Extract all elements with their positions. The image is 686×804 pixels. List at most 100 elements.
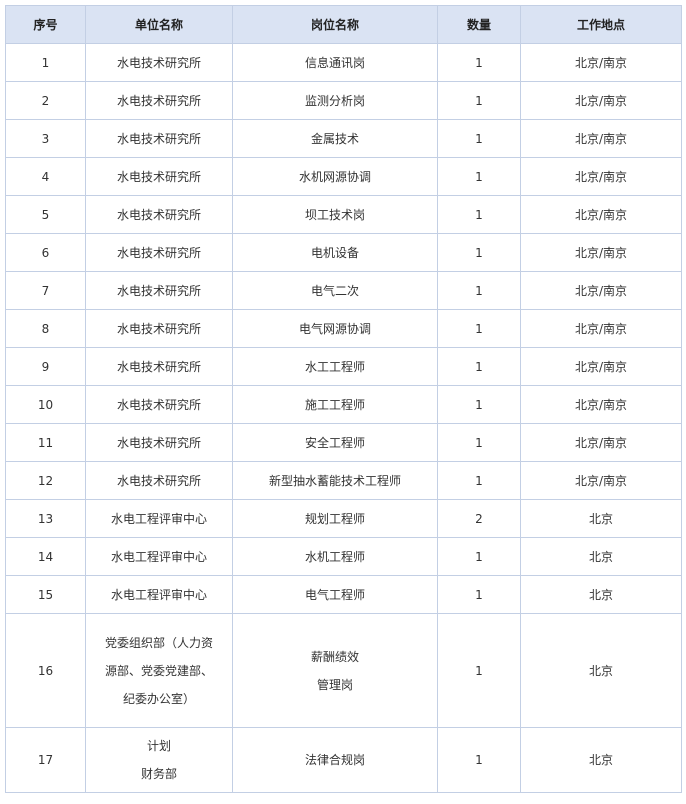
cell-work-location: 北京/南京 (520, 271, 682, 310)
cell-position-name: 金属技术 (232, 119, 438, 158)
cell-work-location: 北京/南京 (520, 195, 682, 234)
cell-index: 9 (5, 347, 86, 386)
cell-index: 12 (5, 461, 86, 500)
cell-position-name: 施工工程师 (232, 385, 438, 424)
cell-unit-name: 水电技术研究所 (85, 195, 233, 234)
cell-position-name: 电气二次 (232, 271, 438, 310)
cell-quantity: 1 (437, 119, 521, 158)
cell-index: 7 (5, 271, 86, 310)
cell-work-location: 北京/南京 (520, 233, 682, 272)
header-unit-name: 单位名称 (85, 5, 233, 44)
cell-index: 14 (5, 537, 86, 576)
cell-index: 3 (5, 119, 86, 158)
cell-quantity: 1 (437, 43, 521, 82)
cell-work-location: 北京/南京 (520, 385, 682, 424)
cell-work-location: 北京/南京 (520, 423, 682, 462)
cell-quantity: 1 (437, 233, 521, 272)
table-row: 3 水电技术研究所 金属技术 1 北京/南京 (5, 119, 682, 158)
cell-quantity: 1 (437, 727, 521, 793)
cell-index: 16 (5, 613, 86, 728)
cell-work-location: 北京/南京 (520, 119, 682, 158)
cell-index: 2 (5, 81, 86, 120)
cell-unit-name: 水电技术研究所 (85, 309, 233, 348)
cell-index: 13 (5, 499, 86, 538)
cell-quantity: 1 (437, 271, 521, 310)
cell-unit-name: 水电技术研究所 (85, 157, 233, 196)
cell-position-name: 水工工程师 (232, 347, 438, 386)
cell-position-name: 新型抽水蓄能技术工程师 (232, 461, 438, 500)
cell-quantity: 1 (437, 195, 521, 234)
table-row: 9 水电技术研究所 水工工程师 1 北京/南京 (5, 347, 682, 386)
cell-quantity: 1 (437, 537, 521, 576)
cell-position-name: 水机网源协调 (232, 157, 438, 196)
cell-position-name: 坝工技术岗 (232, 195, 438, 234)
cell-work-location: 北京/南京 (520, 347, 682, 386)
table-row: 4 水电技术研究所 水机网源协调 1 北京/南京 (5, 157, 682, 196)
cell-quantity: 1 (437, 347, 521, 386)
cell-position-name: 水机工程师 (232, 537, 438, 576)
cell-index: 17 (5, 727, 86, 793)
cell-index: 4 (5, 157, 86, 196)
table-row: 1 水电技术研究所 信息通讯岗 1 北京/南京 (5, 43, 682, 82)
cell-index: 5 (5, 195, 86, 234)
cell-work-location: 北京/南京 (520, 81, 682, 120)
cell-index: 6 (5, 233, 86, 272)
cell-quantity: 1 (437, 613, 521, 728)
cell-index: 15 (5, 575, 86, 614)
cell-work-location: 北京 (520, 537, 682, 576)
table-row: 8 水电技术研究所 电气网源协调 1 北京/南京 (5, 309, 682, 348)
table-row: 16 党委组织部（人力资 源部、党委党建部、 纪委办公室） 薪酬绩效 管理岗 1 北京 (5, 613, 682, 728)
cell-quantity: 1 (437, 81, 521, 120)
cell-unit-name: 水电工程评审中心 (85, 575, 233, 614)
cell-unit-name: 水电技术研究所 (85, 119, 233, 158)
cell-work-location: 北京 (520, 575, 682, 614)
cell-work-location: 北京/南京 (520, 157, 682, 196)
table-row: 5 水电技术研究所 坝工技术岗 1 北京/南京 (5, 195, 682, 234)
cell-work-location: 北京/南京 (520, 309, 682, 348)
header-work-location: 工作地点 (520, 5, 682, 44)
cell-work-location: 北京 (520, 727, 682, 793)
cell-unit-name: 水电技术研究所 (85, 461, 233, 500)
cell-unit-name: 水电技术研究所 (85, 385, 233, 424)
cell-work-location: 北京 (520, 613, 682, 728)
cell-unit-name: 水电工程评审中心 (85, 537, 233, 576)
table-row: 2 水电技术研究所 监测分析岗 1 北京/南京 (5, 81, 682, 120)
cell-unit-name: 水电技术研究所 (85, 423, 233, 462)
cell-work-location: 北京 (520, 499, 682, 538)
cell-quantity: 1 (437, 157, 521, 196)
table-row: 17 计划 财务部 法律合规岗 1 北京 (5, 727, 682, 793)
cell-unit-name: 水电技术研究所 (85, 233, 233, 272)
cell-unit-name: 水电技术研究所 (85, 43, 233, 82)
header-index: 序号 (5, 5, 86, 44)
cell-position-name: 薪酬绩效 管理岗 (232, 613, 438, 728)
table-row: 6 水电技术研究所 电机设备 1 北京/南京 (5, 233, 682, 272)
cell-unit-name: 计划 财务部 (85, 727, 233, 793)
cell-position-name: 规划工程师 (232, 499, 438, 538)
cell-quantity: 1 (437, 385, 521, 424)
cell-quantity: 1 (437, 423, 521, 462)
cell-unit-name: 水电技术研究所 (85, 81, 233, 120)
cell-unit-name: 水电技术研究所 (85, 271, 233, 310)
cell-position-name: 电气工程师 (232, 575, 438, 614)
cell-position-name: 电机设备 (232, 233, 438, 272)
cell-quantity: 2 (437, 499, 521, 538)
cell-position-name: 法律合规岗 (232, 727, 438, 793)
cell-index: 10 (5, 385, 86, 424)
table-row: 13 水电工程评审中心 规划工程师 2 北京 (5, 499, 682, 538)
header-row: 序号 单位名称 岗位名称 数量 工作地点 (5, 5, 682, 44)
cell-work-location: 北京/南京 (520, 43, 682, 82)
cell-index: 1 (5, 43, 86, 82)
cell-quantity: 1 (437, 575, 521, 614)
table-row: 7 水电技术研究所 电气二次 1 北京/南京 (5, 271, 682, 310)
cell-work-location: 北京/南京 (520, 461, 682, 500)
header-position-name: 岗位名称 (232, 5, 438, 44)
table-row: 14 水电工程评审中心 水机工程师 1 北京 (5, 537, 682, 576)
cell-quantity: 1 (437, 461, 521, 500)
positions-table: 序号 单位名称 岗位名称 数量 工作地点 1 水电技术研究所 信息通讯岗 1 北京/南京 2 水电技… (5, 5, 682, 793)
header-quantity: 数量 (437, 5, 521, 44)
cell-unit-name: 水电工程评审中心 (85, 499, 233, 538)
table-row: 12 水电技术研究所 新型抽水蓄能技术工程师 1 北京/南京 (5, 461, 682, 500)
cell-unit-name: 水电技术研究所 (85, 347, 233, 386)
cell-index: 8 (5, 309, 86, 348)
cell-position-name: 信息通讯岗 (232, 43, 438, 82)
